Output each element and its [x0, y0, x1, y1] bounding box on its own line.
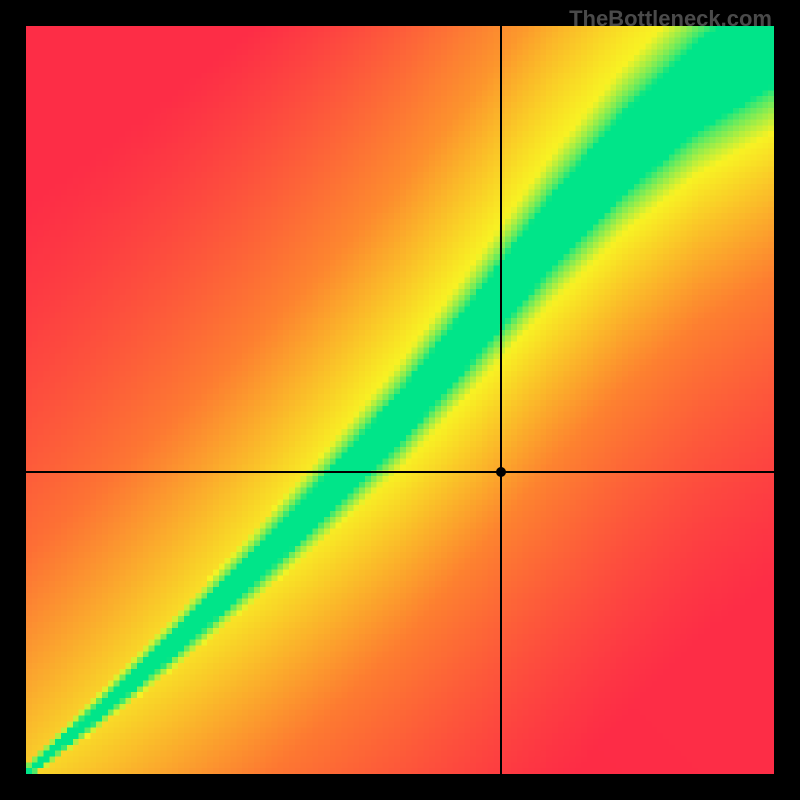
plot-area: [26, 26, 774, 774]
bottleneck-heatmap: [26, 26, 774, 774]
crosshair-dot: [496, 467, 506, 477]
crosshair-vertical-line: [500, 26, 502, 774]
crosshair-horizontal-line: [26, 471, 774, 473]
chart-container: TheBottleneck.com: [0, 0, 800, 800]
watermark-text: TheBottleneck.com: [569, 6, 772, 32]
